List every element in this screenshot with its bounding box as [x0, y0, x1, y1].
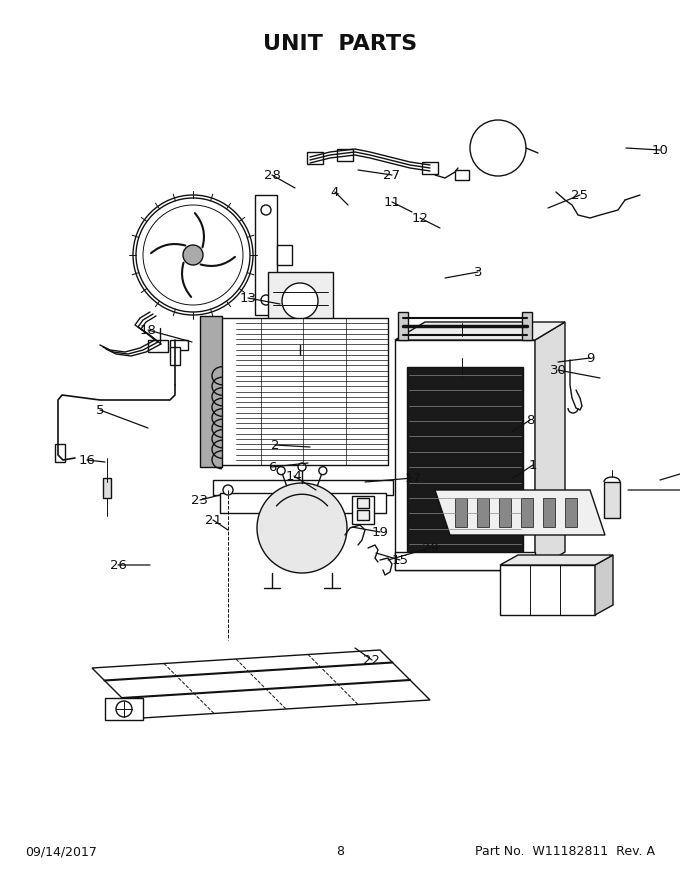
- Circle shape: [116, 701, 132, 717]
- Text: 12: 12: [411, 211, 428, 224]
- Circle shape: [183, 245, 203, 265]
- Circle shape: [282, 283, 318, 319]
- Bar: [565, 498, 577, 527]
- Polygon shape: [395, 322, 565, 340]
- Bar: [220, 493, 386, 513]
- Bar: [105, 698, 143, 720]
- Bar: [268, 272, 333, 330]
- Bar: [337, 149, 353, 161]
- Bar: [277, 245, 292, 265]
- Text: 16: 16: [79, 453, 95, 466]
- Text: 15: 15: [392, 554, 409, 567]
- Text: 14: 14: [286, 470, 303, 482]
- Text: UNIT  PARTS: UNIT PARTS: [263, 34, 417, 54]
- Bar: [499, 498, 511, 527]
- Bar: [352, 496, 374, 524]
- Bar: [455, 498, 467, 527]
- Bar: [543, 498, 555, 527]
- Bar: [395, 552, 535, 570]
- Text: 8: 8: [526, 414, 534, 427]
- Text: 4: 4: [330, 186, 339, 199]
- Bar: [213, 480, 393, 495]
- Circle shape: [143, 205, 243, 305]
- Bar: [455, 170, 469, 180]
- Text: 2: 2: [271, 438, 279, 451]
- Text: 3: 3: [474, 266, 482, 278]
- Bar: [255, 195, 277, 315]
- Text: 21: 21: [205, 514, 222, 526]
- Circle shape: [223, 485, 233, 495]
- Polygon shape: [595, 555, 613, 615]
- Text: 28: 28: [264, 168, 280, 181]
- Bar: [521, 498, 533, 527]
- Bar: [477, 498, 489, 527]
- Polygon shape: [92, 650, 430, 718]
- Bar: [395, 340, 535, 570]
- Bar: [357, 498, 369, 508]
- Text: 19: 19: [371, 525, 388, 539]
- Polygon shape: [535, 322, 565, 570]
- Polygon shape: [435, 490, 605, 535]
- Bar: [457, 336, 467, 358]
- Text: 25: 25: [571, 188, 588, 202]
- Bar: [170, 340, 188, 350]
- Bar: [170, 347, 180, 365]
- Text: Part No.  W11182811  Rev. A: Part No. W11182811 Rev. A: [475, 846, 655, 858]
- Text: 18: 18: [139, 324, 156, 336]
- Circle shape: [261, 295, 271, 305]
- Bar: [218, 318, 388, 465]
- Circle shape: [277, 466, 285, 474]
- Bar: [148, 340, 168, 352]
- Text: 6: 6: [268, 460, 276, 473]
- Circle shape: [257, 483, 347, 573]
- Text: 9: 9: [585, 351, 594, 364]
- Polygon shape: [500, 555, 613, 565]
- Text: 5: 5: [96, 404, 104, 416]
- Text: 22: 22: [364, 654, 381, 666]
- Text: 10: 10: [651, 143, 668, 157]
- Bar: [522, 312, 532, 340]
- Bar: [103, 478, 111, 498]
- Bar: [422, 162, 438, 174]
- Text: 29: 29: [422, 541, 439, 554]
- Text: 09/14/2017: 09/14/2017: [25, 846, 97, 858]
- Circle shape: [261, 205, 271, 215]
- Bar: [307, 152, 323, 164]
- Bar: [604, 482, 620, 518]
- Text: 8: 8: [336, 846, 344, 858]
- Bar: [200, 316, 222, 467]
- Text: 27: 27: [384, 168, 401, 181]
- Circle shape: [133, 195, 253, 315]
- Text: 11: 11: [384, 195, 401, 209]
- Bar: [55, 444, 65, 462]
- Text: 1: 1: [529, 458, 537, 472]
- Circle shape: [470, 120, 526, 176]
- Text: 30: 30: [549, 363, 566, 377]
- Bar: [500, 565, 595, 615]
- Bar: [357, 510, 369, 520]
- Text: 17: 17: [405, 472, 422, 485]
- Bar: [398, 312, 408, 340]
- Text: 13: 13: [239, 291, 256, 304]
- Text: 23: 23: [192, 494, 209, 507]
- Circle shape: [293, 331, 307, 345]
- Circle shape: [298, 463, 306, 471]
- Bar: [407, 367, 523, 552]
- Text: 26: 26: [109, 559, 126, 571]
- Circle shape: [319, 466, 327, 474]
